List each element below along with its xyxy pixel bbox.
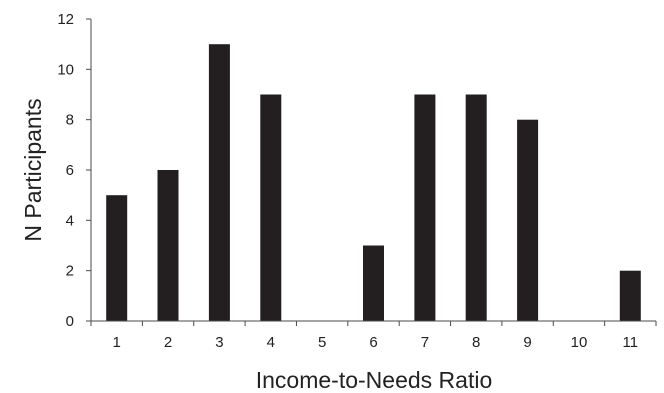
y-tick-label-4: 4 — [66, 212, 74, 229]
bar-1 — [106, 195, 128, 321]
x-tick-label-11: 11 — [623, 334, 639, 351]
bar-8 — [465, 94, 487, 321]
y-tick-label-6: 6 — [66, 162, 74, 179]
x-tick-label-10: 10 — [571, 334, 588, 351]
x-tick-label-7: 7 — [421, 334, 429, 351]
bar-11 — [619, 270, 641, 321]
y-tick-label-0: 0 — [66, 313, 74, 330]
x-tick-label-8: 8 — [472, 334, 480, 351]
x-tick-label-3: 3 — [215, 334, 223, 351]
y-tick-label-12: 12 — [57, 11, 74, 28]
bar-9 — [517, 119, 539, 321]
x-axis-title: Income-to-Needs Ratio — [256, 367, 493, 393]
x-tick-label-5: 5 — [318, 334, 326, 351]
bars-layer — [106, 44, 641, 321]
y-axis-title: N Participants — [20, 98, 46, 241]
bar-3 — [208, 44, 230, 321]
bar-7 — [414, 94, 436, 321]
x-tick-label-6: 6 — [369, 334, 377, 351]
bar-2 — [157, 170, 179, 321]
x-tick-label-4: 4 — [267, 334, 275, 351]
x-tick-label-1: 1 — [113, 334, 121, 351]
bar-4 — [260, 94, 282, 321]
bar-6 — [363, 245, 384, 321]
y-tick-label-10: 10 — [57, 61, 74, 78]
x-tick-label-9: 9 — [523, 334, 531, 351]
x-tick-label-2: 2 — [164, 334, 172, 351]
y-tick-label-8: 8 — [66, 112, 74, 129]
y-tick-label-2: 2 — [66, 263, 74, 280]
